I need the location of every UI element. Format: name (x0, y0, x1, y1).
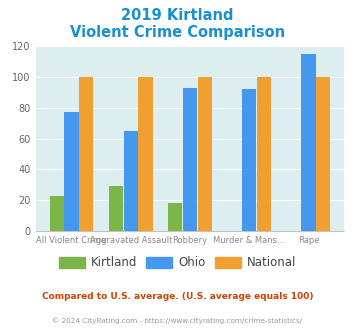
Bar (168, 203, 182, 231)
Bar (109, 186, 123, 231)
Text: Compared to U.S. average. (U.S. average equals 100): Compared to U.S. average. (U.S. average … (42, 292, 313, 301)
Text: 2019 Kirtland: 2019 Kirtland (121, 8, 234, 23)
Bar (301, 54, 316, 231)
Bar (64, 113, 78, 231)
Text: © 2024 CityRating.com - https://www.cityrating.com/crime-statistics/: © 2024 CityRating.com - https://www.city… (53, 317, 302, 324)
Bar (50, 196, 64, 231)
Bar (183, 88, 197, 231)
Legend: Kirtland, Ohio, National: Kirtland, Ohio, National (54, 252, 301, 274)
Bar (198, 77, 212, 231)
Text: Violent Crime Comparison: Violent Crime Comparison (70, 25, 285, 40)
Bar (138, 77, 153, 231)
Bar (316, 77, 330, 231)
Bar (242, 89, 256, 231)
Bar (124, 131, 138, 231)
Bar (257, 77, 271, 231)
Bar (79, 77, 93, 231)
